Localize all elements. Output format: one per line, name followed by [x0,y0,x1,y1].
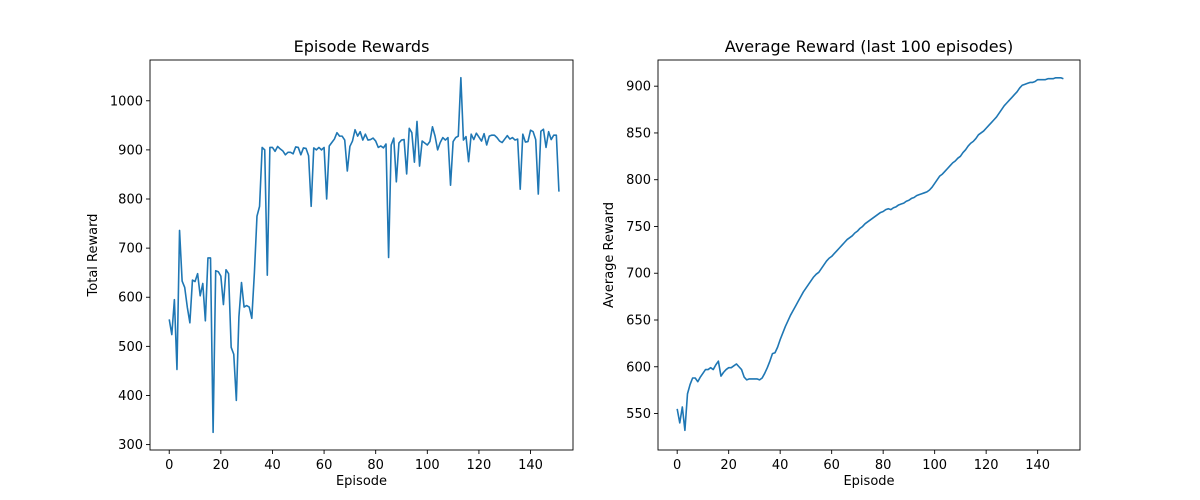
average-reward-y-tick-label: 700 [626,267,651,282]
episode-rewards-title: Episode Rewards [294,37,430,56]
episode-rewards-series-line [168,76,560,434]
average-reward-x-tick-label: 20 [720,458,737,473]
episode-rewards-y-tick-label: 300 [118,438,143,453]
average-reward-chart: 0 20 40 60 80 100 120 140 550 600 650 700 750 800 850 9… [602,37,1081,489]
average-reward-series-line [676,76,1064,432]
episode-rewards-axes-frame [149,59,574,451]
episode-rewards-chart: 0 20 40 60 80 100 120 140 300 400 500 600 700 800 900 1… [86,37,574,489]
episode-rewards-y-tick-label: 800 [118,193,143,208]
average-reward-axes-frame [657,59,1081,451]
episode-rewards-y-tick-label: 700 [118,242,143,257]
episode-rewards-x-axis-label: Episode [336,474,387,489]
episode-rewards-x-tick-label: 140 [518,458,543,473]
episode-rewards-y-tick-label: 1000 [110,94,143,109]
average-reward-y-tick-label: 750 [626,220,651,235]
episode-rewards-x-tick-label: 120 [467,458,492,473]
average-reward-x-tick-label: 40 [772,458,789,473]
average-reward-x-axis-label: Episode [843,474,894,489]
average-reward-y-tick-label: 900 [626,80,651,95]
episode-rewards-y-axis-label: Total Reward [86,214,101,298]
average-reward-x-tick-label: 120 [974,458,999,473]
average-reward-y-tick-label: 600 [626,360,651,375]
average-reward-y-tick-label: 850 [626,126,651,141]
episode-rewards-x-tick-label: 80 [367,458,384,473]
average-reward-title: Average Reward (last 100 episodes) [725,37,1013,56]
average-reward-y-axis-label: Average Reward [602,202,617,308]
average-reward-y-tick-label: 550 [626,407,651,422]
average-reward-y-tick-label: 800 [626,173,651,188]
episode-rewards-x-tick-label: 60 [316,458,333,473]
average-reward-y-tick-label: 650 [626,314,651,329]
episode-rewards-x-tick-label: 100 [415,458,440,473]
average-reward-x-tick-label: 80 [875,458,892,473]
episode-rewards-y-tick-label: 500 [118,340,143,355]
average-reward-x-tick-label: 0 [673,458,681,473]
episode-rewards-y-tick-label: 400 [118,389,143,404]
episode-rewards-x-tick-label: 40 [264,458,281,473]
average-reward-x-tick-label: 100 [922,458,947,473]
average-reward-x-tick-label: 60 [823,458,840,473]
episode-rewards-x-tick-label: 20 [213,458,230,473]
episode-rewards-x-tick-label: 0 [165,458,173,473]
episode-rewards-y-tick-label: 900 [118,143,143,158]
average-reward-x-tick-label: 140 [1025,458,1050,473]
episode-rewards-y-tick-label: 600 [118,291,143,306]
